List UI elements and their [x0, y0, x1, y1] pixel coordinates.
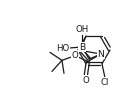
Text: Cl: Cl — [101, 78, 109, 87]
Text: HO: HO — [56, 44, 69, 53]
Text: N: N — [97, 49, 104, 59]
Text: OH: OH — [75, 25, 89, 34]
Text: O: O — [82, 75, 89, 84]
Text: O: O — [72, 51, 79, 60]
Text: B: B — [79, 43, 85, 52]
